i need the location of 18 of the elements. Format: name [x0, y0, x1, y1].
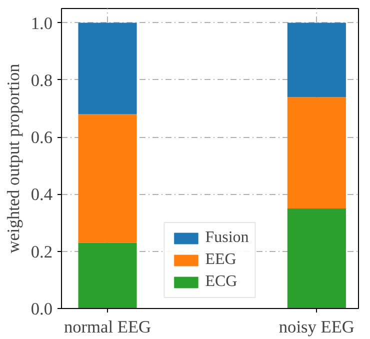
- legend-label: ECG: [205, 273, 238, 291]
- bar: [287, 97, 346, 208]
- y-tick-label: 0.4: [30, 185, 53, 204]
- y-tick-label: 0.6: [30, 128, 53, 148]
- x-tick-label: noisy EEG: [278, 318, 354, 336]
- bar: [287, 22, 346, 98]
- legend-label: Fusion: [205, 229, 249, 247]
- bar: [78, 22, 137, 114]
- y-tick-label: 0.8: [30, 70, 53, 90]
- bar: [287, 208, 346, 308]
- y-tick-label: 0.2: [30, 242, 53, 262]
- bar: [78, 242, 137, 308]
- x-tick-label: normal EEG: [64, 318, 152, 336]
- y-tick-label: 0.0: [30, 300, 53, 318]
- legend-label: EEG: [205, 251, 236, 269]
- bar: [78, 114, 137, 243]
- y-axis-title: weighted output proportion: [4, 63, 23, 254]
- y-tick-label: 1.0: [30, 14, 53, 33]
